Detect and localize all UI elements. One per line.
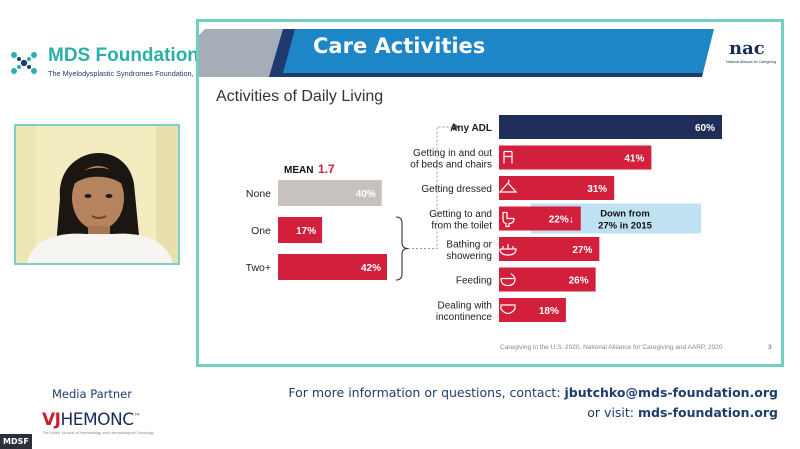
right-category-label: from the toilet [431, 220, 492, 231]
right-bar-value: 18% [539, 306, 559, 317]
slide-title-banner [199, 29, 781, 77]
right-bar [499, 145, 652, 170]
website-link[interactable]: mds-foundation.org [637, 405, 778, 420]
visit-line: or visit: mds-foundation.org [587, 405, 778, 420]
nac-logo: nac [729, 38, 765, 59]
group-brace [395, 216, 409, 281]
chair-icon [503, 150, 513, 164]
bowl-icon [500, 273, 516, 287]
left-bar [278, 217, 323, 243]
right-category-label: showering [446, 251, 492, 262]
toilet-icon [502, 211, 515, 228]
right-category-label: Dealing with [438, 300, 492, 311]
right-category-label: incontinence [436, 312, 493, 323]
mds-foundation-title: MDS Foundation [48, 45, 199, 66]
right-category-label: Getting to and [429, 209, 492, 220]
vjhemonc-logo-tm: ™ [133, 412, 141, 421]
left-category-label: None [246, 188, 271, 200]
slide-title: Care Activities [313, 34, 486, 58]
right-bar-value: 41% [624, 154, 644, 165]
highlight-note: 27% in 2015 [598, 221, 653, 232]
left-bar [278, 180, 382, 206]
right-bar-value: 22%↓ [549, 215, 574, 226]
presenter-image [16, 126, 178, 263]
right-category-label: of beds and chairs [410, 159, 492, 170]
right-bar-value: 60% [695, 123, 715, 134]
right-bar-value: 26% [569, 276, 589, 287]
connector-line [408, 126, 453, 249]
mds-dna-icon [11, 52, 37, 74]
highlight-note: Down from [600, 209, 650, 220]
mds-foundation-subtitle: The Myelodysplastic Syndromes Foundation… [48, 69, 208, 78]
visit-prefix: or visit: [587, 405, 638, 420]
right-category-label: Getting dressed [421, 184, 492, 195]
slide: Care Activities nac National Alliance fo… [196, 19, 784, 367]
right-bar-value: 27% [572, 245, 592, 256]
right-category-label: Bathing or [446, 239, 492, 250]
vjhemonc-logo-subtitle: The Video Journal of Hematology and Hema… [42, 430, 154, 435]
media-partner-label: Media Partner [52, 387, 132, 401]
vjhemonc-logo: VJHEMONC™ [42, 410, 141, 430]
left-bar [278, 254, 387, 280]
right-bar [499, 298, 566, 322]
left-category-label: Two+ [246, 262, 271, 274]
right-category-label: Getting in and out [413, 148, 492, 159]
adl-chart: MEAN 1.7 None 40% One 17% Two+ 42% Any ADL 60% Get… [246, 115, 722, 323]
left-bar-value: 40% [356, 189, 376, 200]
right-bar [499, 176, 615, 200]
mean-value: 1.7 [318, 162, 335, 176]
vjhemonc-logo-prefix: VJ [42, 410, 61, 430]
page-number: 3 [768, 344, 772, 351]
right-category-label: Feeding [456, 276, 492, 287]
vjhemonc-logo-rest: HEMONC [60, 410, 134, 430]
mean-label: MEAN [284, 165, 313, 176]
left-category-label: One [251, 225, 271, 237]
diaper-icon [500, 304, 516, 315]
left-bar-value: 42% [361, 263, 381, 274]
contact-prefix: For more information or questions, conta… [288, 385, 565, 400]
left-bar-value: 17% [296, 226, 316, 237]
source-citation: Caregiving in the U.S. 2020, National Al… [500, 344, 723, 351]
hanger-icon [498, 179, 518, 193]
connector-arrow [453, 123, 460, 131]
chart-title: Activities of Daily Living [216, 88, 384, 105]
nac-logo-subtitle: National Alliance for Caregiving [726, 60, 776, 64]
right-bar-value: 31% [587, 184, 607, 195]
corner-tag: MDSF [0, 434, 32, 449]
contact-email-link[interactable]: jbutchko@mds-foundation.org [564, 385, 778, 400]
bathtub-icon [499, 244, 517, 256]
right-category-label: Any ADL [450, 123, 492, 134]
contact-line: For more information or questions, conta… [288, 385, 778, 400]
mds-foundation-logo: MDS Foundation The Myelodysplastic Syndr… [8, 45, 207, 85]
presenter-video [14, 124, 180, 265]
right-bar [499, 115, 722, 139]
